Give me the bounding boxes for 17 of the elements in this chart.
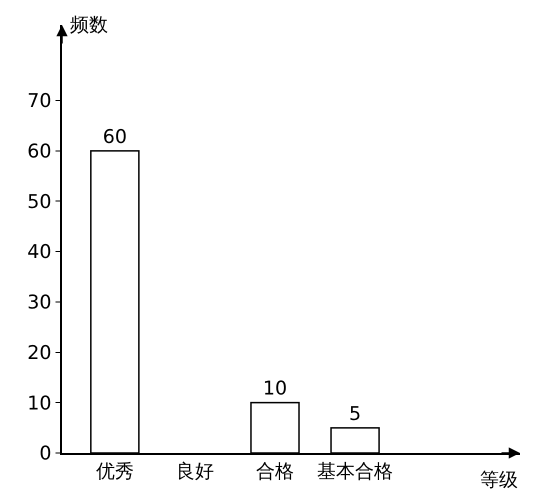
data-label: 60 (102, 126, 127, 148)
x-tick-label: 合格 (256, 460, 294, 483)
y-tick-label: 10 (27, 392, 52, 414)
data-label: 10 (262, 378, 288, 400)
y-tick-label: 60 (27, 140, 52, 163)
y-tick-label: 50 (27, 190, 52, 213)
x-tick-label: 优秀 (96, 460, 134, 483)
x-tick-label: 基本合格 (317, 460, 394, 483)
y-tick-label: 30 (27, 292, 52, 314)
x-axis-title: 等级 (480, 469, 518, 491)
y-axis-title: 频数 (70, 14, 108, 36)
x-tick-label: 良好 (176, 460, 214, 483)
y-tick-label: 40 (27, 241, 52, 264)
y-tick-label: 20 (27, 342, 52, 364)
y-tick-label: 70 (27, 90, 52, 112)
data-label: 5 (349, 402, 362, 425)
y-tick-label: 0 (39, 442, 52, 465)
